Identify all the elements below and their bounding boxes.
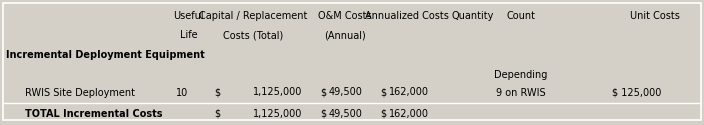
Text: 49,500: 49,500 bbox=[329, 88, 363, 98]
Text: Quantity: Quantity bbox=[452, 11, 494, 21]
Text: $: $ bbox=[320, 109, 327, 119]
Text: $ 125,000: $ 125,000 bbox=[612, 88, 662, 98]
Text: 1,125,000: 1,125,000 bbox=[253, 88, 303, 98]
Text: Unit Costs: Unit Costs bbox=[630, 11, 679, 21]
Text: $: $ bbox=[215, 109, 221, 119]
Text: $: $ bbox=[215, 88, 221, 98]
Text: O&M Costs: O&M Costs bbox=[318, 11, 372, 21]
Text: Count: Count bbox=[506, 11, 536, 21]
Text: 10: 10 bbox=[177, 88, 189, 98]
Text: 9 on RWIS: 9 on RWIS bbox=[496, 88, 546, 98]
Text: 49,500: 49,500 bbox=[329, 109, 363, 119]
Text: Depending: Depending bbox=[494, 70, 548, 80]
Text: 162,000: 162,000 bbox=[389, 88, 429, 98]
Text: Life: Life bbox=[180, 30, 198, 40]
Text: 162,000: 162,000 bbox=[389, 109, 429, 119]
Text: RWIS Site Deployment: RWIS Site Deployment bbox=[25, 88, 134, 98]
Text: Annualized Costs: Annualized Costs bbox=[365, 11, 449, 21]
Text: $: $ bbox=[380, 88, 386, 98]
Text: Capital / Replacement: Capital / Replacement bbox=[199, 11, 308, 21]
Text: Useful: Useful bbox=[173, 11, 204, 21]
Text: TOTAL Incremental Costs: TOTAL Incremental Costs bbox=[25, 109, 162, 119]
Text: Incremental Deployment Equipment: Incremental Deployment Equipment bbox=[6, 50, 204, 60]
Text: $: $ bbox=[380, 109, 386, 119]
Text: 1,125,000: 1,125,000 bbox=[253, 109, 303, 119]
Text: (Annual): (Annual) bbox=[324, 30, 366, 40]
Text: $: $ bbox=[320, 88, 327, 98]
Text: Costs (Total): Costs (Total) bbox=[223, 30, 284, 40]
